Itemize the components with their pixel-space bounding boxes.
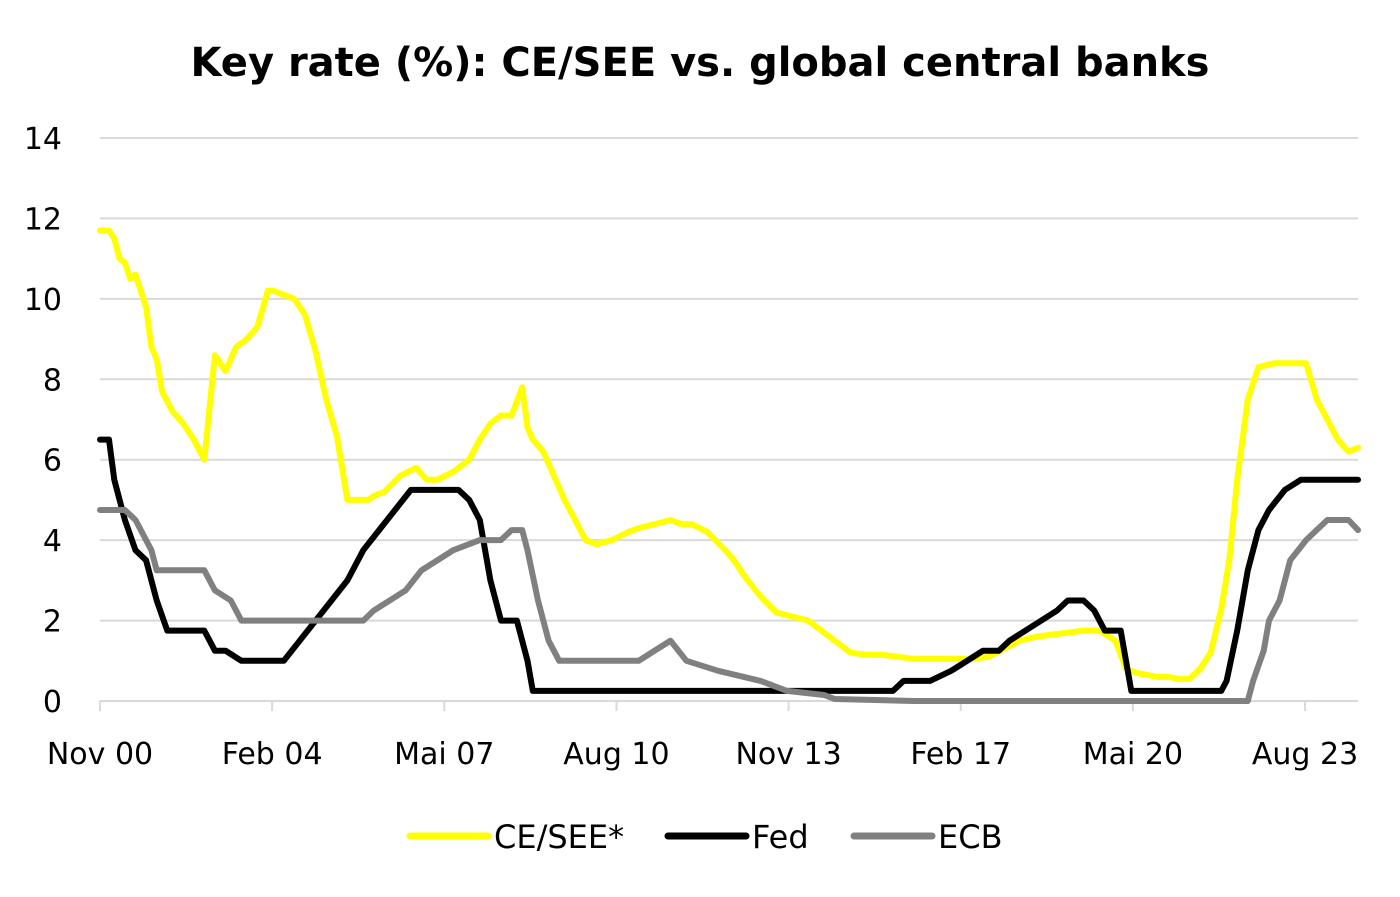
y-tick-label: 14 [24,122,62,157]
x-tick-label: Mai 20 [1083,737,1183,772]
chart-title: Key rate (%): CE/SEE vs. global central … [191,40,1210,86]
series-line-ecb [97,507,1361,704]
x-tick-label: Aug 23 [1252,737,1358,772]
x-axis-ticks: Nov 00 Feb 04 Mai 07 Aug 10 Nov 13 Feb 17 Mai … [47,701,1358,772]
gridlines [100,137,1358,622]
y-tick-label: 2 [43,605,62,640]
legend-label-ecb: ECB [938,818,1003,856]
legend-label-fed: Fed [752,818,809,856]
y-tick-label: 12 [24,202,62,237]
y-tick-label: 10 [24,283,62,318]
legend: CE/SEE* Fed ECB [406,818,1003,856]
series-line-fed [97,436,1361,694]
x-tick-label: Nov 13 [735,737,841,772]
series-line-ce-see [97,227,1361,682]
x-tick-label: Mai 07 [394,737,494,772]
y-tick-label: 8 [43,363,62,398]
x-tick-label: Aug 10 [563,737,669,772]
y-tick-label: 6 [43,444,62,479]
y-tick-label: 0 [43,685,62,720]
y-axis-ticks: 0 2 4 6 8 10 12 14 [24,122,62,720]
x-tick-label: Feb 04 [222,737,323,772]
x-tick-label: Nov 00 [47,737,153,772]
series-lines [97,227,1361,704]
y-tick-label: 4 [43,524,62,559]
x-tick-label: Feb 17 [910,737,1011,772]
legend-label-ce-see: CE/SEE* [494,818,624,856]
